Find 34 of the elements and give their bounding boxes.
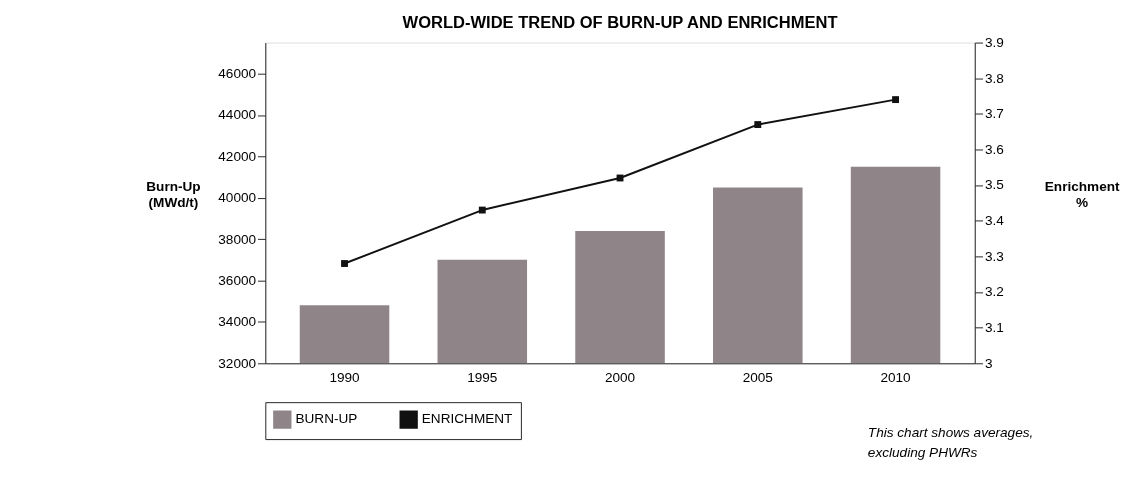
y2-tick-label: 3.4 — [984, 213, 1005, 229]
legend-label: ENRICHMENT — [421, 411, 513, 427]
x-tick-label: 2010 — [880, 370, 912, 386]
y2-tick-label: 3.5 — [984, 177, 1004, 193]
y2-tick-label: 3.8 — [984, 70, 1004, 86]
y2-axis-title: Enrichment % — [1044, 179, 1121, 210]
y-tick-label: 36000 — [218, 272, 257, 288]
x-tick-label: 1990 — [329, 370, 361, 386]
text: This chart shows averages, — [867, 425, 1034, 441]
y2-tick-label: 3.3 — [984, 248, 1004, 264]
y2-tick-label: 3.6 — [984, 141, 1004, 157]
y-axis-title: Burn-Up (MWd/t) — [146, 179, 201, 210]
chart-title: WORLD-WIDE TREND OF BURN-UP AND ENRICHMENT — [402, 13, 838, 33]
y-tick-label: 44000 — [218, 107, 257, 123]
y-tick-label: 40000 — [218, 190, 257, 206]
point — [892, 96, 899, 104]
x-tick-label: 1995 — [467, 370, 498, 386]
y-tick-label: 42000 — [218, 148, 257, 164]
y2-tick-label: 3.2 — [984, 284, 1004, 300]
y2-tick-label: 3.9 — [984, 34, 1004, 50]
point — [754, 121, 762, 128]
y-tick-label: 46000 — [218, 66, 257, 81]
y2-tick-label: 3 — [984, 355, 993, 371]
legend-label: BURN-UP — [295, 411, 358, 427]
text: excluding PHWRs — [867, 444, 978, 460]
x-tick-label: 2000 — [604, 370, 636, 386]
y2-tick-label: 3.1 — [984, 320, 1004, 336]
y-tick-label: 32000 — [218, 355, 257, 371]
x-tick-label: 2005 — [742, 370, 773, 386]
y2-tick-label: 3.7 — [984, 106, 1004, 122]
y-tick-label: 38000 — [218, 231, 257, 247]
point — [478, 206, 486, 214]
point — [341, 260, 348, 267]
y-tick-label: 34000 — [218, 314, 257, 330]
